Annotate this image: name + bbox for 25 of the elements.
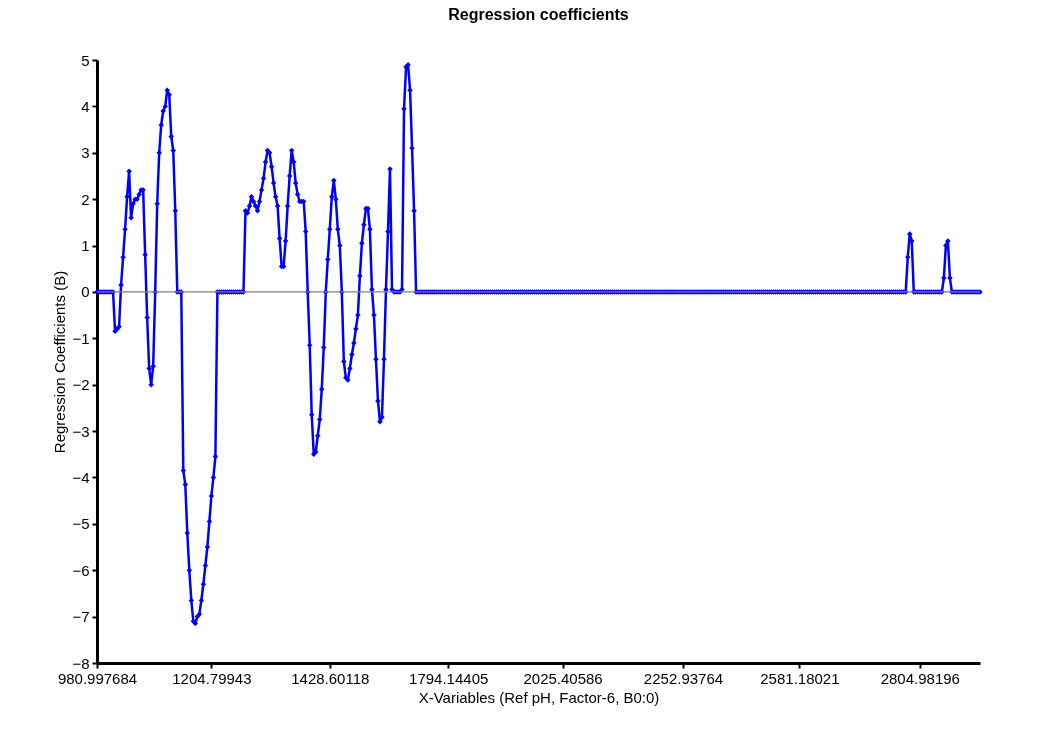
y-tick-label: −5 [72,515,90,533]
y-tick-label: −1 [72,329,90,347]
x-axis-title: X-Variables (Ref pH, Factor-6, B0:0) [418,688,660,706]
y-tick-label: 2 [81,190,90,208]
x-tick-label: 2804.98196 [880,669,960,687]
y-tick-label: 0 [81,283,90,301]
x-tick-label: 2025.40586 [523,669,603,687]
x-tick-label: 1204.79943 [172,669,252,687]
chart-title: Regression coefficients [448,6,629,23]
y-axis-title: Regression Coefficients (B) [51,270,69,454]
y-tick-label: −7 [72,608,90,626]
x-tick-label: 2581.18021 [760,669,840,687]
y-tick-label: 4 [81,97,90,115]
y-tick-label: 3 [81,144,90,162]
y-tick-label: −6 [72,561,90,579]
x-tick-label: 2252.93764 [643,669,724,687]
y-tick-label: −4 [72,468,90,486]
x-tick-label: 980.997684 [57,669,138,687]
y-tick-label: 1 [81,237,90,255]
y-tick-label: −2 [72,376,90,394]
y-tick-label: 5 [81,51,90,69]
x-tick-label: 1428.60118 [291,669,370,687]
x-tick-label: 1794.14405 [409,669,489,687]
y-tick-label: −3 [72,422,90,440]
y-tick-label: −8 [72,654,90,672]
